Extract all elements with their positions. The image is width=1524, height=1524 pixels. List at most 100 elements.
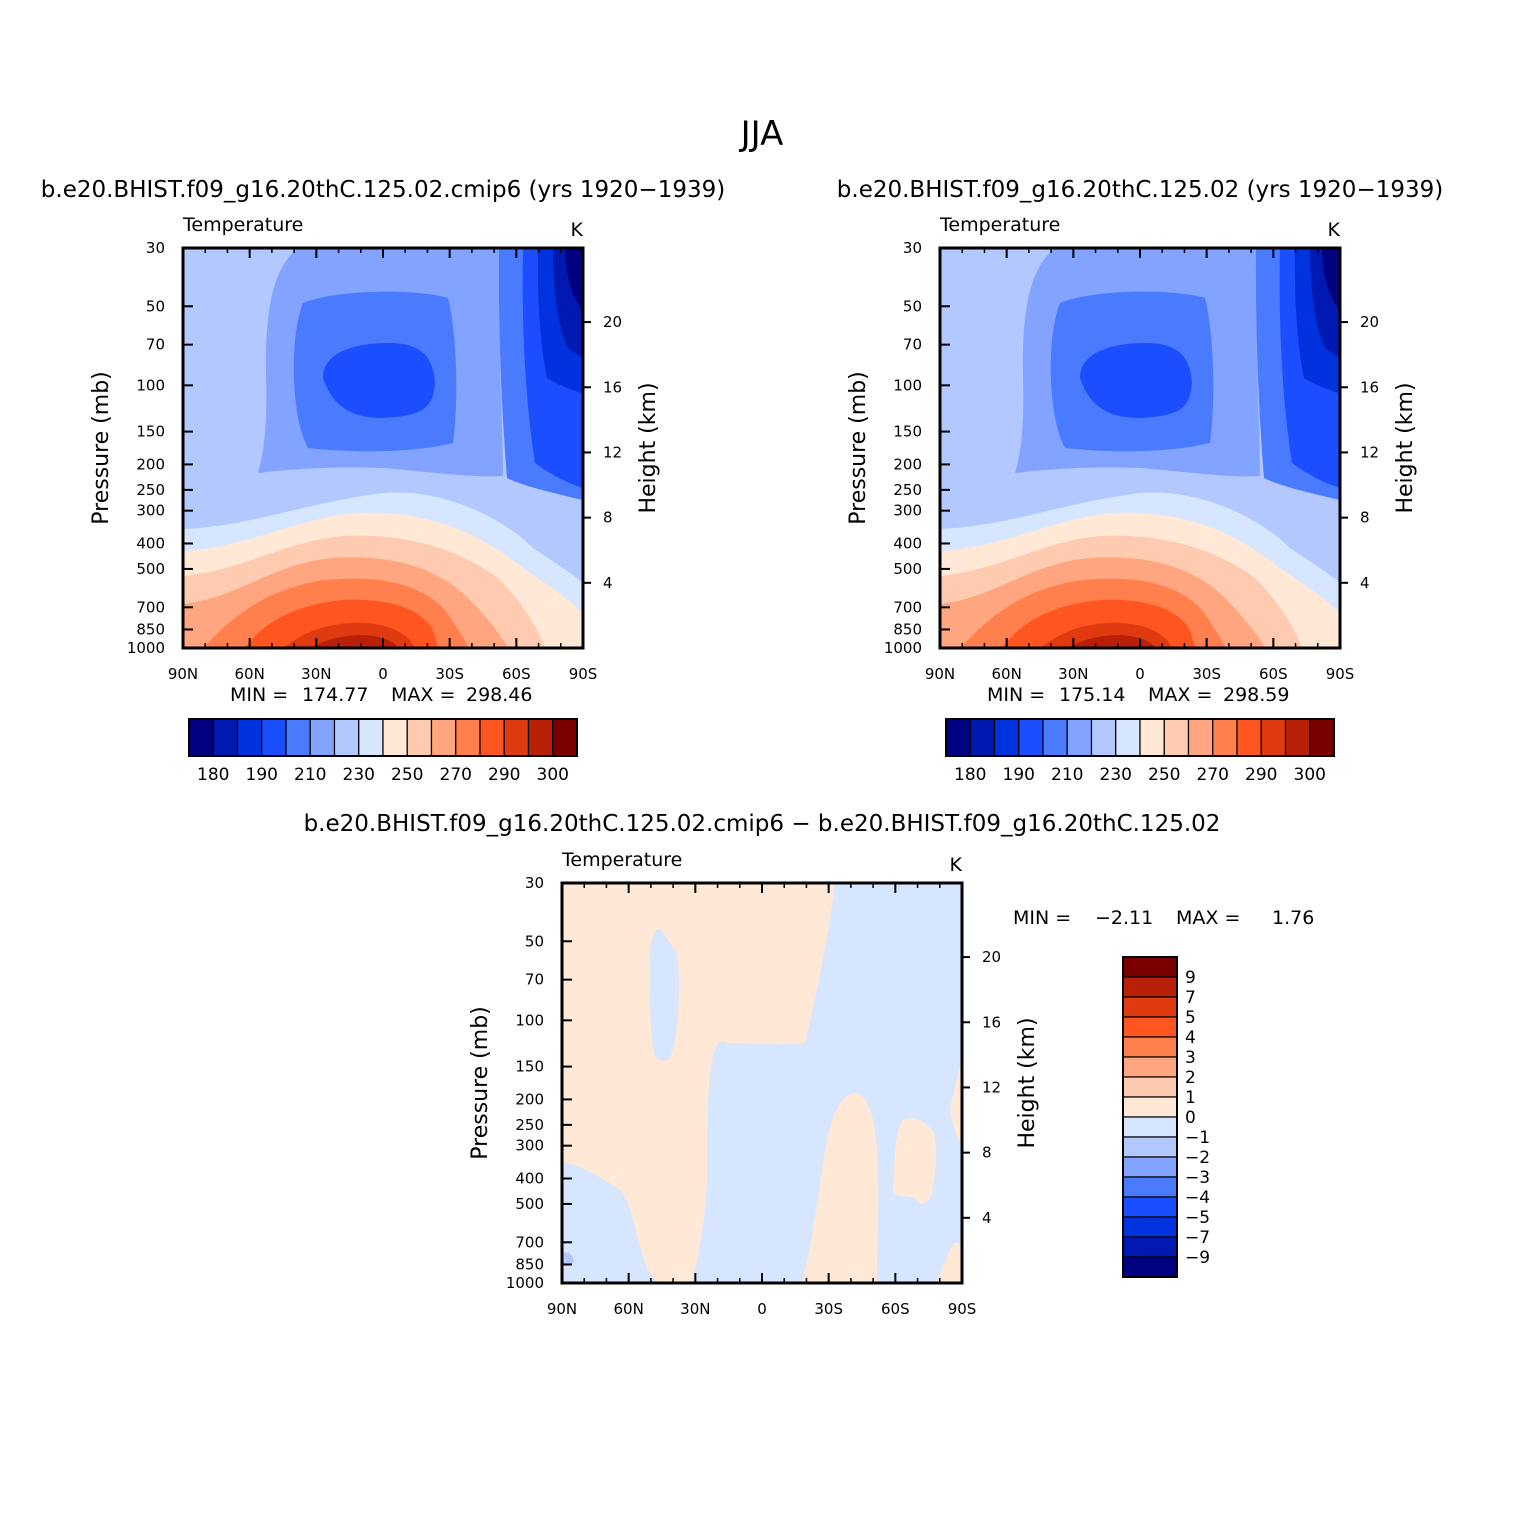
panel-difference: b.e20.BHIST.f09_g16.20thC.125.02.cmip6 −… [304,811,1315,1318]
colorbar: 180 190 210 230 250 270 290 300 [188,718,578,785]
y-tick-label: 30 [525,874,544,892]
y-tick-label: 400 [893,534,922,552]
x-tick-label: 30N [301,665,331,683]
colorbar-box [382,718,408,757]
subtitle-variable: Temperature [182,214,303,236]
colorbar-box [1122,1116,1178,1138]
y2-tick-label: 20 [1360,313,1379,331]
subtitle-units: K [950,854,963,876]
y-tick-label: 500 [515,1195,544,1213]
x-tick-label: 90N [925,665,955,683]
x-tick-label: 90S [569,665,598,683]
y-tick-label: 1000 [884,639,922,657]
colorbar: 180 190 210 230 250 270 290 300 [945,718,1335,785]
y2-axis-title: Height (km) [1393,382,1418,513]
y-tick-label: 700 [893,598,922,616]
y-tick-label: 70 [525,971,544,989]
colorbar-label: 270 [1197,765,1229,785]
contour-level [562,1163,660,1283]
panel-title: b.e20.BHIST.f09_g16.20thC.125.02 (yrs 19… [837,177,1443,203]
colorbar-box [1163,718,1190,757]
colorbar-box [993,718,1020,757]
x-tick-label: 60N [235,665,265,683]
y-tick-label: 100 [515,1011,544,1029]
max-value: 298.46 [466,684,532,706]
y2-tick-label: 16 [982,1013,1001,1031]
x-tick-label: 60S [881,1300,910,1318]
y-tick-label: 100 [136,376,165,394]
y-tick-label: 70 [903,336,922,354]
contour-level [802,1093,879,1283]
colorbar-label: 230 [343,765,375,785]
contour-level [1080,343,1192,418]
colorbar-label: 190 [246,765,278,785]
y-tick-label: 250 [136,481,165,499]
y2-axis-title: Height (km) [1015,1017,1040,1148]
colorbar-label: 180 [197,765,229,785]
contour-level [1068,635,1155,648]
x-tick-label: 0 [378,665,388,683]
colorbar-box [1122,1056,1178,1078]
max-label: MAX = [391,684,455,706]
colorbar-box [1122,996,1178,1018]
contour-field [183,248,583,648]
y-tick-label: 200 [893,455,922,473]
colorbar-box [1042,718,1068,757]
panel-title: b.e20.BHIST.f09_g16.20thC.125.02.cmip6 −… [304,811,1221,837]
y2-tick-label: 16 [1360,378,1379,396]
colorbar-box [1284,718,1311,757]
y-tick-label: 400 [515,1169,544,1187]
subtitle-variable: Temperature [939,214,1060,236]
x-tick-label: 90S [948,1300,977,1318]
y2-tick-label: 12 [603,443,622,461]
panel-control: b.e20.BHIST.f09_g16.20thC.125.02 (yrs 19… [837,177,1443,785]
colorbar-label: 250 [391,765,423,785]
colorbar-box [945,718,971,757]
colorbar-box [1122,1236,1178,1258]
y-tick-label: 1000 [127,639,165,657]
y2-tick-label: 12 [982,1078,1001,1096]
x-tick-label: 30S [435,665,464,683]
contour-level [1322,248,1340,310]
y-tick-label: 300 [515,1137,544,1155]
colorbar-label: 1 [1185,1088,1196,1108]
colorbar-box [1139,718,1165,757]
axes: 90N 60N 30N 0 30S 60S 90S 30 50 70 100 150 200 250 300… [468,874,1040,1318]
colorbar-box [1122,1156,1178,1178]
colorbar-label: 210 [294,765,326,785]
y-tick-label: 50 [146,297,165,315]
subtitle-variable: Temperature [561,849,682,871]
contour-level [311,635,398,648]
x-tick-label: 30S [814,1300,843,1318]
y-axis-title: Pressure (mb) [846,371,871,525]
colorbar-label: 290 [1245,765,1277,785]
y-tick-label: 50 [903,297,922,315]
colorbar-label: 250 [1148,765,1180,785]
colorbar-label: −3 [1185,1168,1210,1188]
x-tick-label: 60N [614,1300,644,1318]
y2-tick-label: 4 [982,1209,992,1227]
colorbar-box [479,718,505,757]
y-tick-label: 400 [136,534,165,552]
colorbar-label: 5 [1185,1008,1196,1028]
x-tick-label: 0 [1135,665,1145,683]
y2-tick-label: 16 [603,378,622,396]
colorbar-label: −5 [1185,1208,1210,1228]
colorbar-box [969,718,996,757]
x-tick-label: 90N [168,665,198,683]
y-tick-label: 1000 [506,1274,544,1292]
y-tick-label: 30 [903,239,922,257]
colorbar-label: −4 [1185,1188,1210,1208]
contour-level [565,248,583,310]
y-tick-label: 150 [136,423,165,441]
contour-level [323,343,435,418]
min-value: 174.77 [302,684,368,706]
min-label: MIN = [230,684,288,706]
y-axis-title: Pressure (mb) [468,1006,493,1160]
y-tick-label: 250 [515,1116,544,1134]
colorbar-box [212,718,239,757]
colorbar-label: −2 [1185,1148,1210,1168]
panel-title: b.e20.BHIST.f09_g16.20thC.125.02.cmip6 (… [41,177,725,203]
colorbar-box [1236,718,1262,757]
